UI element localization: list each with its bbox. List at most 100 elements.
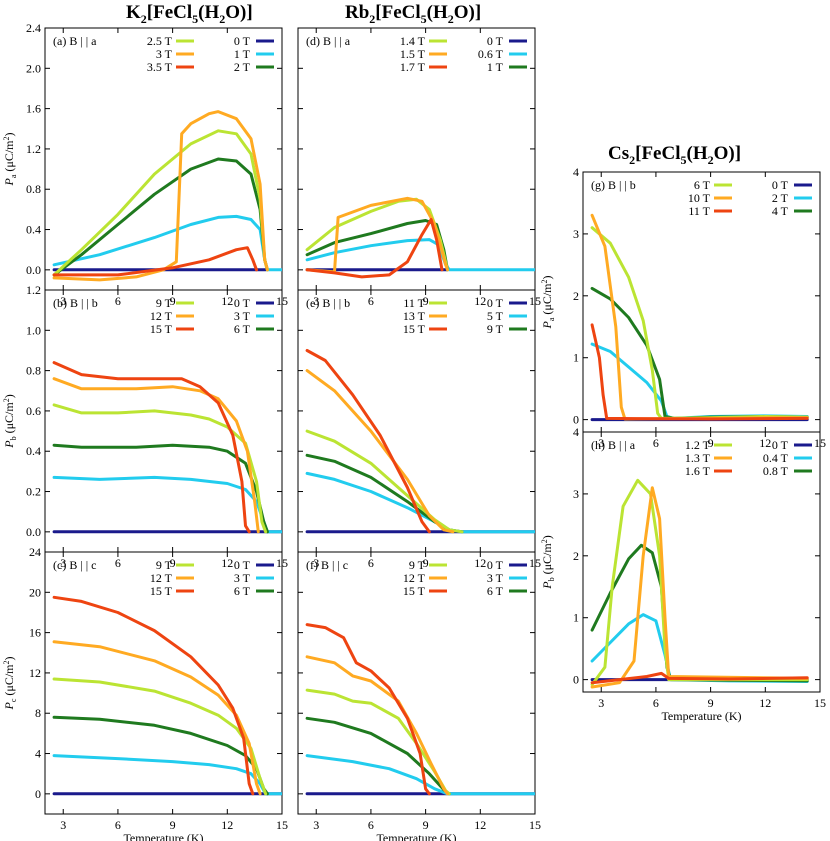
series-line-12T (52, 640, 262, 796)
x-tick-label: 12 (221, 556, 233, 570)
legend-label: 4 T (772, 204, 789, 218)
x-axis-label: Temperature (K) (661, 709, 741, 723)
legend-label: 0 T (487, 296, 504, 310)
legend-label: 0 T (772, 178, 789, 192)
x-tick-label: 9 (423, 294, 429, 308)
legend-label: 6 T (234, 584, 251, 598)
series-line-6T (52, 443, 269, 534)
panel-label: (c) B | | c (53, 558, 96, 572)
legend-label: 1.3 T (685, 451, 711, 465)
series-line-9T (305, 688, 451, 796)
series-line-3T (52, 475, 282, 534)
legend-label: 1 T (234, 47, 251, 61)
legend-label: 13 T (403, 309, 426, 323)
legend-label: 3.5 T (147, 60, 173, 74)
legend-label: 0 T (772, 438, 789, 452)
x-tick-label: 9 (170, 818, 176, 832)
series-line-1p3T (590, 486, 809, 689)
legend-label: 9 T (409, 558, 426, 572)
series-line-1p2T (590, 478, 809, 687)
panel-a: 3 6 9 12 150.00.40.81.21.62.02.4Pa (μC/m2)(a… (2, 21, 288, 308)
panel-label: (b) B | | b (53, 296, 98, 310)
y-tick-label: 1.2 (26, 283, 41, 297)
x-tick-label: 3 (598, 436, 604, 450)
panel-label: (f) B | | c (306, 558, 348, 572)
x-tick-label: 3 (60, 818, 66, 832)
panel-f: 3 6 9 12 15 Temperature (K) (f) B | | c 9 T12 T… (297, 551, 541, 841)
legend-label: 3 T (156, 47, 173, 61)
y-tick-label: 0.8 (26, 182, 41, 196)
x-tick-label: 12 (474, 294, 486, 308)
x-tick-label: 9 (708, 436, 714, 450)
x-tick-label: 6 (115, 556, 121, 570)
series-line-4T (590, 286, 809, 420)
x-tick-label: 3 (313, 556, 319, 570)
legend-label: 1.5 T (400, 47, 426, 61)
y-tick-label: 1.0 (26, 323, 41, 337)
legend-label: 15 T (403, 584, 426, 598)
y-tick-label: 0 (35, 787, 41, 801)
y-tick-label: 0 (573, 413, 579, 427)
x-tick-label: 6 (368, 294, 374, 308)
panel-label: (e) B | | b (306, 296, 350, 310)
series-line-0p6T (305, 238, 535, 272)
series-line-0p4T (590, 613, 809, 683)
y-tick-label: 3 (573, 227, 579, 241)
y-tick-label: 8 (35, 706, 41, 720)
series-line-9T (52, 403, 268, 534)
y-axis-label: Pb (μC/m2) (2, 394, 18, 448)
series-line-1p7T (305, 218, 444, 279)
legend-label: 2 T (772, 191, 789, 205)
legend-label: 0 T (487, 558, 504, 572)
series-line-15T (52, 595, 255, 796)
legend-label: 0 T (234, 296, 251, 310)
legend-label: 6 T (694, 178, 711, 192)
series-line-15T (305, 349, 431, 534)
y-tick-label: 24 (29, 545, 41, 559)
legend-label: 12 T (403, 571, 426, 585)
x-tick-label: 6 (653, 696, 659, 710)
series-line-15T (52, 361, 251, 534)
x-tick-label: 12 (759, 436, 771, 450)
y-tick-label: 0.0 (26, 263, 41, 277)
panel-label: (g) B | | b (591, 178, 636, 192)
legend-label: 1.2 T (685, 438, 711, 452)
series-line-11T (590, 323, 809, 421)
plot-frame (44, 551, 283, 815)
x-tick-label: 3 (313, 818, 319, 832)
legend-label: 5 T (487, 309, 504, 323)
y-tick-label: 0.2 (26, 485, 41, 499)
legend-label: 3 T (487, 571, 504, 585)
series-line-12T (52, 377, 260, 534)
plot-frame (582, 431, 821, 693)
x-tick-label: 6 (115, 818, 121, 832)
title-cs: Cs2[FeCl5(H2O)] (608, 143, 742, 167)
legend-label: 9 T (156, 296, 173, 310)
y-tick-label: 1 (573, 351, 579, 365)
y-axis-label: Pc (μC/m2) (2, 656, 18, 710)
panel-label: (d) B | | a (306, 34, 351, 48)
x-tick-label: 15 (276, 818, 288, 832)
plot-frame (297, 551, 536, 815)
panel-e: 3 6 9 12 15(e) B | | b 11 T13 T15 T0 T5 T9 T (297, 289, 541, 570)
y-axis-label: Pa (μC/m2) (540, 275, 556, 329)
x-tick-label: 15 (814, 696, 826, 710)
x-tick-label: 9 (170, 556, 176, 570)
x-tick-label: 6 (653, 436, 659, 450)
x-tick-label: 9 (708, 696, 714, 710)
legend-label: 12 T (150, 309, 173, 323)
legend-label: 15 T (150, 322, 173, 336)
y-tick-label: 0 (573, 673, 579, 687)
y-tick-label: 0.4 (26, 444, 41, 458)
y-tick-label: 20 (29, 585, 41, 599)
y-tick-label: 1.2 (26, 142, 41, 156)
x-tick-label: 12 (759, 696, 771, 710)
series-line-15T (305, 623, 431, 796)
legend-label: 0.4 T (763, 451, 789, 465)
legend-label: 1 T (487, 60, 504, 74)
legend-label: 9 T (487, 322, 504, 336)
legend-label: 0.6 T (478, 47, 504, 61)
series-line-0p8T (590, 543, 809, 683)
